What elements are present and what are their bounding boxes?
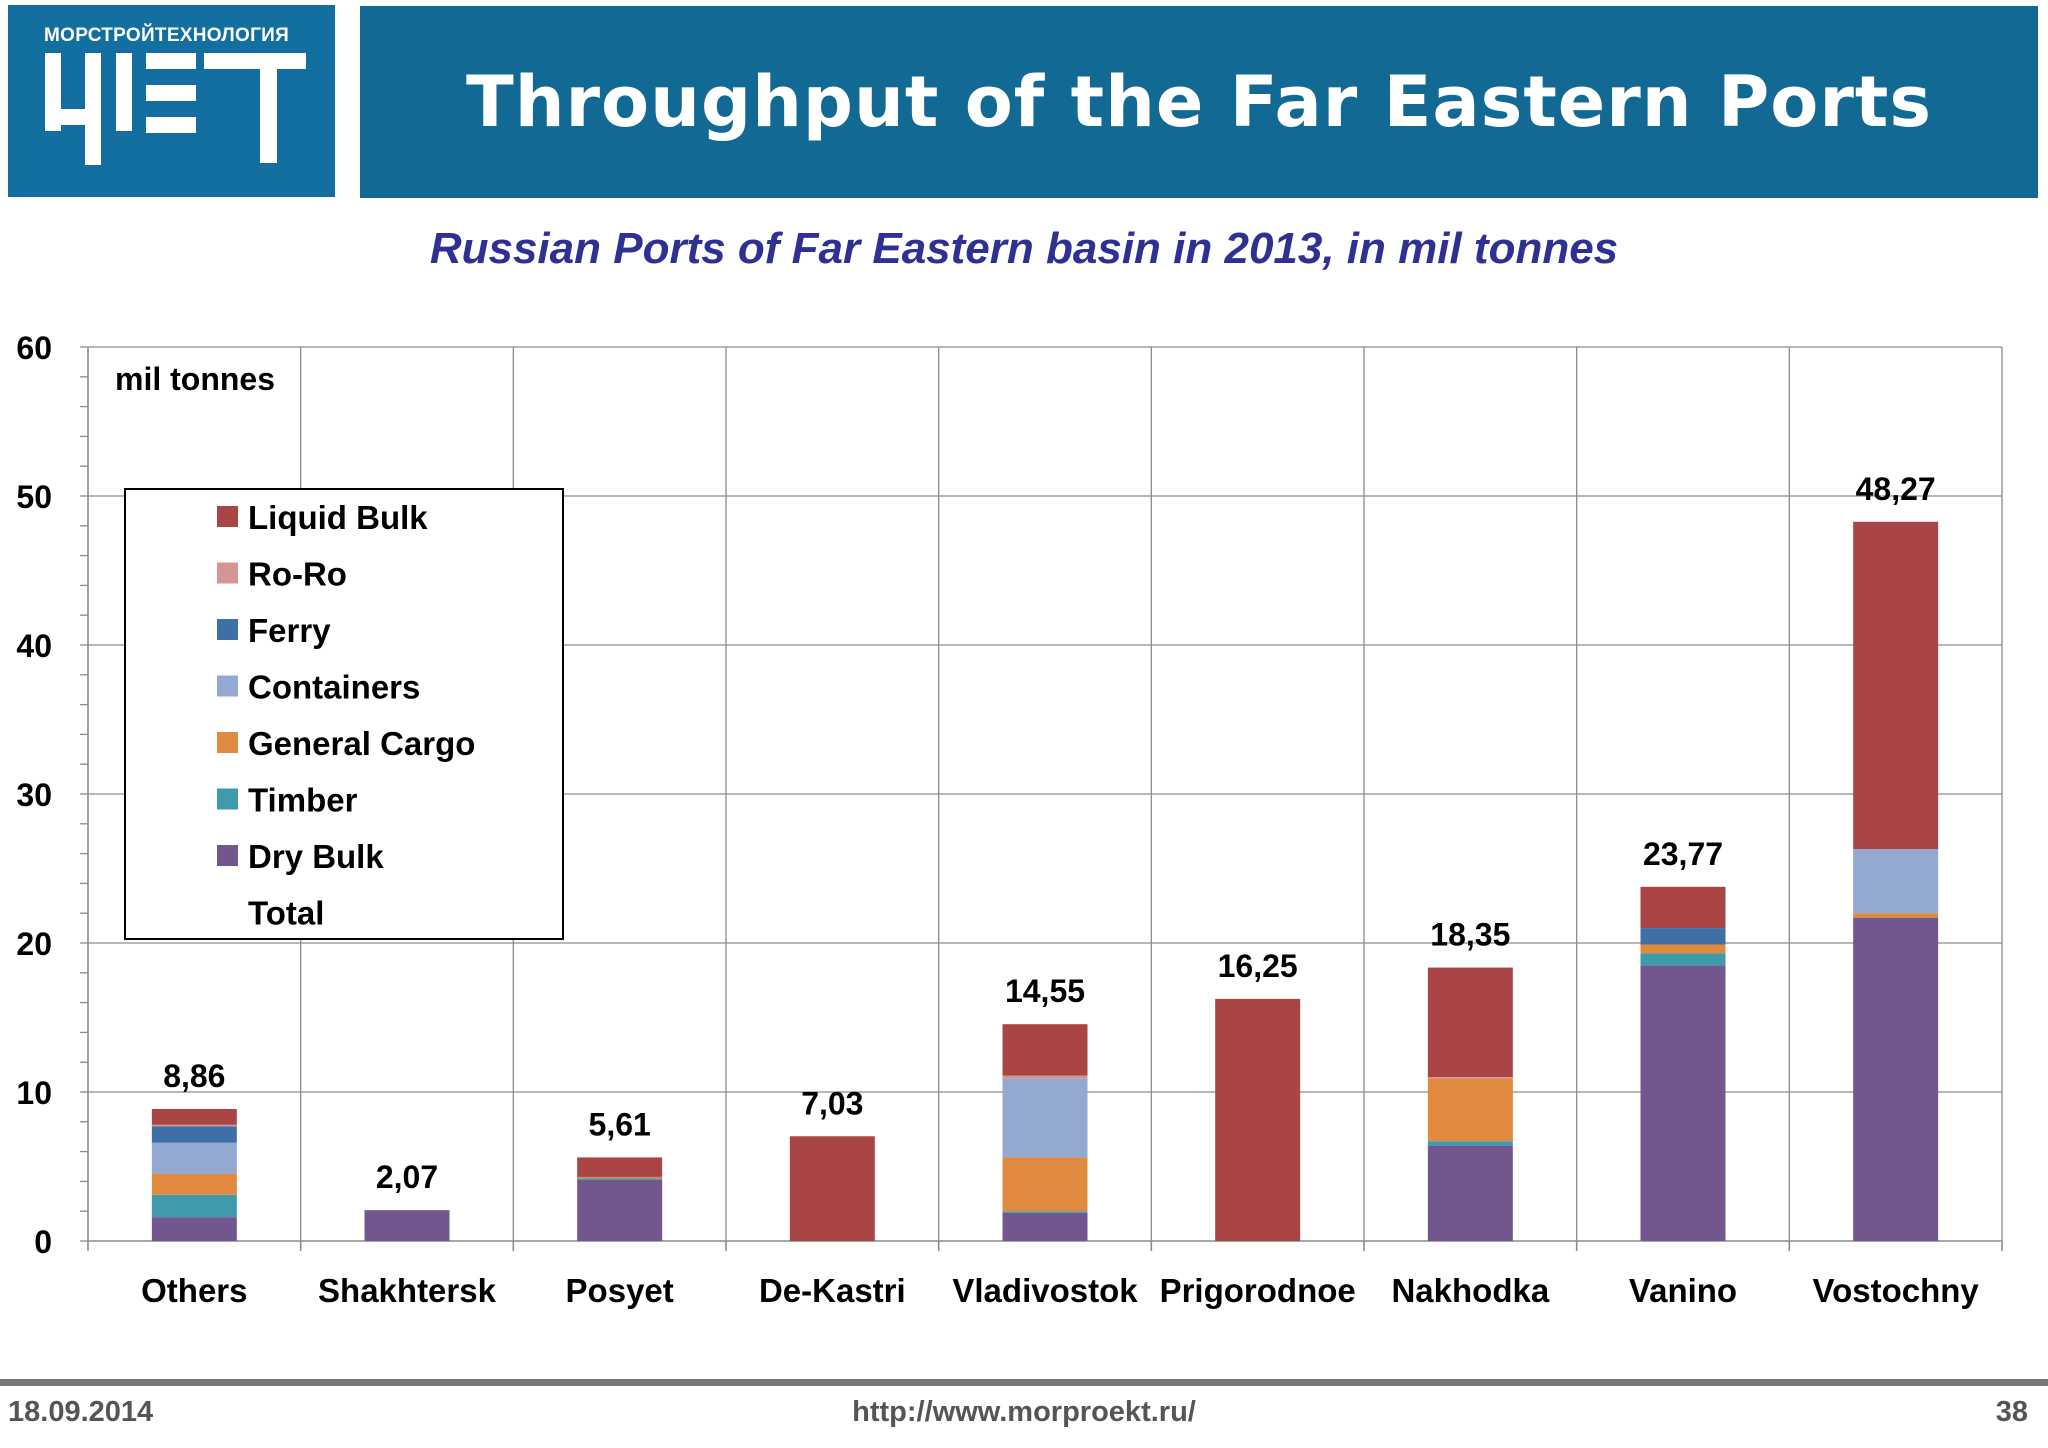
x-tick-label: Shakhtersk — [318, 1272, 497, 1309]
bar-dry-bulk-vostochny — [1853, 917, 1939, 1241]
legend-swatch — [217, 845, 238, 866]
chart-title: Russian Ports of Far Eastern basin in 20… — [429, 224, 1619, 273]
data-label-total: 23,77 — [1643, 836, 1723, 872]
bar-general-cargo-others — [151, 1173, 237, 1195]
data-label-total: 8,86 — [163, 1058, 225, 1094]
data-label-total: 14,55 — [1005, 973, 1085, 1009]
bar-containers-vladivostok — [1002, 1078, 1088, 1158]
legend-label: Timber — [248, 782, 358, 819]
bar-timber-posyet — [577, 1178, 663, 1180]
bar-timber-nakhodka — [1427, 1141, 1513, 1146]
y-tick-label: 0 — [34, 1224, 52, 1260]
y-tick-label: 30 — [16, 777, 52, 813]
y-unit-label: mil tonnes — [115, 361, 275, 397]
bar-containers-vostochny — [1853, 849, 1939, 914]
bar-timber-vanino — [1640, 953, 1726, 966]
x-tick-label: Posyet — [566, 1272, 674, 1309]
bar-general-cargo-vanino — [1640, 944, 1726, 954]
footer-url[interactable]: http://www.morproekt.ru/ — [852, 1396, 1196, 1428]
logo-org-name: МОРСТРОЙТЕХНОЛОГИЯ — [44, 25, 290, 46]
y-tick-label: 50 — [16, 479, 52, 515]
bar-ro-ro-nakhodka — [1427, 1077, 1513, 1079]
bar-ro-ro-vladivostok — [1002, 1075, 1088, 1079]
legend-swatch — [217, 619, 238, 640]
logo-mark — [45, 53, 306, 165]
bar-liquid-bulk-de-kastri — [789, 1136, 875, 1241]
bar-general-cargo-posyet — [577, 1176, 663, 1179]
legend-swatch — [217, 506, 238, 527]
bar-dry-bulk-vladivostok — [1002, 1212, 1088, 1241]
y-tick-label: 10 — [16, 1075, 52, 1111]
bar-dry-bulk-vanino — [1640, 965, 1726, 1241]
bar-liquid-bulk-posyet — [577, 1157, 663, 1177]
chart: 0 10 20 30 40 50 60 mil tonnes 8,86 Others 2,07 Sha… — [16, 330, 2003, 1309]
bar-liquid-bulk-prigorodnoe — [1215, 998, 1301, 1241]
bar-ferry-others — [151, 1126, 237, 1143]
x-tick-label: Others — [141, 1272, 247, 1309]
x-tick-label: Vladivostok — [952, 1272, 1138, 1309]
data-label-total: 2,07 — [376, 1159, 438, 1195]
x-tick-label: Vanino — [1629, 1272, 1737, 1309]
header-bar: Throughput of the Far Eastern Ports — [360, 6, 2038, 198]
footer-page-number: 38 — [1995, 1396, 2028, 1428]
bar-dry-bulk-shakhtersk — [364, 1210, 450, 1241]
y-tick-label: 40 — [16, 628, 52, 664]
bar-ferry-vanino — [1640, 928, 1726, 945]
data-label-total: 16,25 — [1218, 948, 1298, 984]
legend-swatch — [217, 562, 238, 584]
legend-swatch — [217, 732, 238, 753]
data-label-total: 48,27 — [1856, 471, 1936, 507]
x-tick-label: Nakhodka — [1391, 1272, 1549, 1309]
bar-dry-bulk-nakhodka — [1427, 1145, 1513, 1241]
bar-liquid-bulk-nakhodka — [1427, 967, 1513, 1078]
data-label-total: 7,03 — [801, 1085, 863, 1121]
bar-containers-others — [151, 1142, 237, 1174]
bar-timber-others — [151, 1194, 237, 1218]
bar-liquid-bulk-vanino — [1640, 886, 1726, 929]
footer-divider — [0, 1379, 2048, 1386]
x-tick-label: Vostochny — [1813, 1272, 1980, 1309]
legend-label: Ferry — [248, 612, 331, 649]
x-tick-label: Prigorodnoe — [1160, 1272, 1356, 1309]
bar-general-cargo-vladivostok — [1002, 1157, 1088, 1212]
bar-ro-ro-others — [151, 1124, 237, 1127]
bar-liquid-bulk-vostochny — [1853, 521, 1939, 850]
legend-label: Dry Bulk — [248, 838, 384, 875]
legend-box — [124, 488, 564, 940]
bar-liquid-bulk-others — [151, 1108, 237, 1125]
bar-timber-vladivostok — [1002, 1211, 1088, 1213]
bar-general-cargo-nakhodka — [1427, 1078, 1513, 1142]
x-tick-label: De-Kastri — [759, 1272, 906, 1309]
bar-dry-bulk-posyet — [577, 1179, 663, 1241]
legend-label: Containers — [248, 669, 420, 706]
legend-label: General Cargo — [248, 725, 475, 762]
data-label-total: 18,35 — [1430, 917, 1510, 953]
bar-liquid-bulk-vladivostok — [1002, 1024, 1088, 1076]
page-title: Throughput of the Far Eastern Ports — [465, 61, 1933, 143]
legend-label: Ro-Ro — [248, 556, 347, 593]
y-tick-label: 60 — [16, 330, 52, 366]
data-label-total: 5,61 — [589, 1106, 651, 1142]
footer-date: 18.09.2014 — [8, 1396, 154, 1428]
legend-swatch — [217, 788, 238, 810]
legend-label: Liquid Bulk — [248, 499, 428, 536]
y-tick-label: 20 — [16, 926, 52, 962]
legend-swatch — [217, 675, 238, 697]
bar-dry-bulk-others — [151, 1217, 237, 1241]
legend-label: Total — [248, 895, 324, 932]
logo: МОРСТРОЙТЕХНОЛОГИЯ — [8, 5, 335, 197]
bar-general-cargo-vostochny — [1853, 913, 1939, 918]
